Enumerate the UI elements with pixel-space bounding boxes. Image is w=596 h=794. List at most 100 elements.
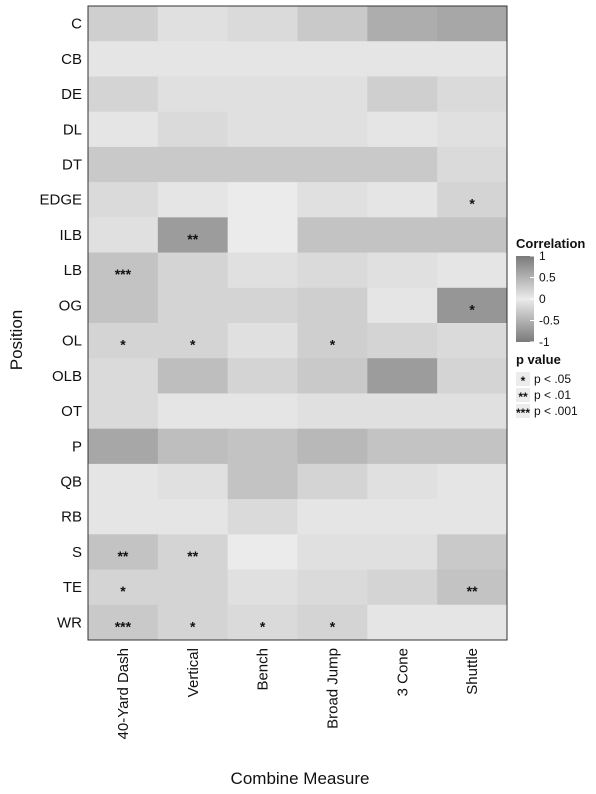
y-tick-label: S [72, 544, 82, 561]
heatmap-cell [157, 111, 229, 148]
heatmap-cell [367, 358, 438, 394]
y-tick-label: QB [60, 474, 82, 491]
heatmap-cell [157, 569, 229, 606]
heatmap-cell [297, 41, 368, 77]
heatmap-cell [88, 182, 159, 218]
significance-markers: ******** * *** *** ***** * * * [115, 196, 478, 635]
heatmap-cell [157, 604, 229, 641]
significance-marker: *** [115, 618, 132, 634]
y-tick-label: WR [57, 614, 82, 631]
heatmap-cell [157, 6, 229, 42]
significance-marker: * [469, 196, 475, 212]
heatmap-cell [88, 323, 159, 359]
heatmap-cell [227, 76, 298, 113]
heatmap-cell [88, 41, 159, 77]
heatmap-cell [157, 252, 229, 289]
heatmap-cell [297, 6, 368, 42]
heatmap-cell [227, 604, 298, 641]
heatmap-cell [297, 463, 368, 500]
heatmap-cell [88, 499, 159, 535]
heatmap-cell [227, 569, 298, 606]
p-key-box [516, 372, 530, 386]
heatmap-cell [367, 534, 438, 571]
heatmap-cell [297, 499, 368, 535]
heatmap-cell [367, 252, 438, 289]
heatmap-cell [437, 534, 508, 571]
heatmap-cell [437, 41, 508, 77]
significance-marker: ** [187, 548, 198, 564]
heatmap-cell [367, 323, 438, 359]
heatmap-cell [437, 287, 508, 324]
heatmap-cell [227, 6, 298, 42]
heatmap-cell [367, 569, 438, 606]
y-tick-label: TE [63, 579, 82, 596]
y-tick-label: LB [64, 262, 82, 279]
heatmap-cell [157, 358, 229, 394]
heatmap-cell [227, 182, 298, 218]
heatmap-cell [227, 41, 298, 77]
color-bar-tick-label: 0.5 [539, 271, 556, 285]
heatmap-cell [227, 534, 298, 571]
significance-marker: * [190, 618, 196, 634]
heatmap-cell [297, 358, 368, 394]
heatmap-cell [88, 111, 159, 148]
color-bar-tick-label: 1 [539, 249, 546, 263]
heatmap-cell [367, 393, 438, 430]
heatmap-cell [227, 146, 298, 183]
heatmap-cell [157, 499, 229, 535]
heatmap-cell [227, 252, 298, 289]
heatmap-cell [437, 428, 508, 465]
x-tick-label: 40-Yard Dash [115, 648, 132, 739]
heatmap-cell [227, 499, 298, 535]
heatmap-cell [157, 428, 229, 465]
heatmap-cell [367, 499, 438, 535]
p-key-symbol: * [521, 374, 526, 388]
heatmap-cell [297, 287, 368, 324]
heatmap-cell [437, 146, 508, 183]
legend: Correlation 1 0.5 0 -0.5 -1 p value * p < .05… [516, 236, 585, 420]
heatmap-cell [227, 463, 298, 500]
y-tick-label: OT [61, 403, 82, 420]
panel-border [87, 5, 508, 641]
heatmap-cell [367, 146, 438, 183]
heatmap-cell [88, 604, 159, 641]
legend-color-title: Correlation [516, 236, 585, 251]
p-key-box [516, 388, 530, 402]
heatmap-cells [88, 6, 508, 641]
heatmap-cell [367, 41, 438, 77]
heatmap-cell [367, 428, 438, 465]
y-tick-label: P [72, 438, 82, 455]
heatmap-cell [367, 111, 438, 148]
heatmap-cell [297, 604, 368, 641]
heatmap-cell [88, 146, 159, 183]
heatmap-cell [157, 76, 229, 113]
heatmap-cell [227, 111, 298, 148]
heatmap-cell [437, 463, 508, 500]
significance-marker: * [330, 618, 336, 634]
significance-marker: * [120, 337, 126, 353]
heatmap-cell [88, 358, 159, 394]
p-key-symbol: ** [518, 390, 528, 404]
heatmap-cell [437, 323, 508, 359]
heatmap-cell [157, 534, 229, 571]
heatmap-cell [88, 217, 159, 254]
p-key-label: p < .01 [534, 388, 571, 402]
p-key-label: p < .05 [534, 372, 571, 386]
heatmap-cell [367, 6, 438, 42]
heatmap-cell [227, 358, 298, 394]
heatmap-cell [297, 393, 368, 430]
heatmap-cell [157, 463, 229, 500]
heatmap-cell [227, 287, 298, 324]
heatmap-cell [437, 499, 508, 535]
x-tick-label: 3 Cone [394, 648, 411, 696]
y-tick-label: OLB [52, 368, 82, 385]
heatmap-cell [367, 287, 438, 324]
significance-marker: * [469, 301, 475, 317]
heatmap-cell [367, 76, 438, 113]
heatmap-cell [297, 252, 368, 289]
significance-marker: * [120, 583, 126, 599]
color-bar-ticks: 1 0.5 0 -0.5 -1 [530, 249, 560, 349]
y-tick-labels: C CB DE DL DT EDGE ILB LB OG OL OLB OT P QB RB S TE WR [39, 16, 82, 632]
heatmap-cell [297, 217, 368, 254]
x-tick-label: Bench [255, 648, 272, 691]
